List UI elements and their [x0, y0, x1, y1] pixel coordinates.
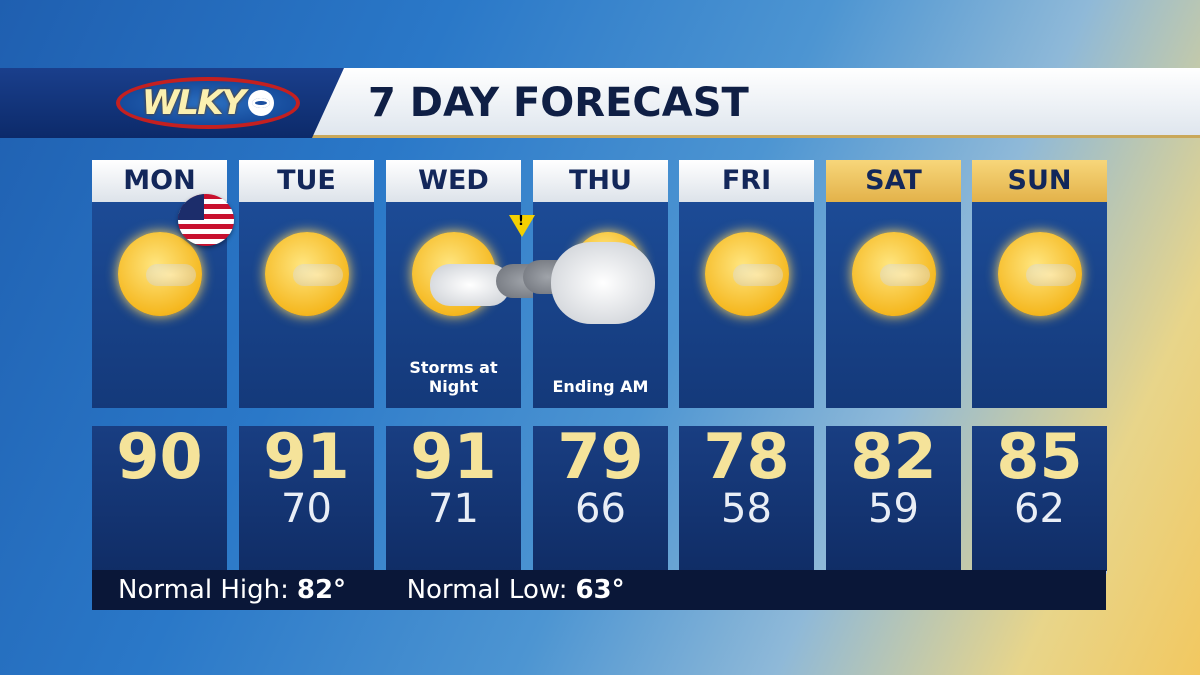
normal-low-label: Normal Low: [406, 575, 568, 605]
high-temp: 91 [410, 420, 497, 493]
day-label: SAT [826, 160, 961, 202]
page-title: 7 DAY FORECAST [368, 80, 749, 126]
high-temp: 79 [557, 420, 644, 493]
sunny-icon [239, 202, 374, 408]
cbs-eye-icon [248, 90, 275, 116]
cloud-wisp [1026, 264, 1076, 286]
cloud-wisp [146, 264, 196, 286]
cloud-icon [551, 242, 655, 324]
temp-panel: 90 [92, 426, 227, 574]
sun-icon [852, 232, 936, 316]
sun-icon [998, 232, 1082, 316]
cloudy-icon: Ending AM [523, 202, 668, 408]
low-temp: 62 [1014, 486, 1065, 532]
normals-bar: Normal High: 82° Normal Low: 63° [92, 570, 1106, 610]
day-column-fri: FRI 78 58 [679, 160, 814, 574]
day-column-mon: MON 90 [92, 160, 227, 574]
sun-storm-icon: Storms at Night [386, 202, 556, 408]
sunny-icon [679, 202, 814, 408]
day-column-thu: THU Ending AM 79 66 [523, 160, 668, 574]
temp-panel: 78 58 [679, 426, 814, 574]
logo-text: WLKY [141, 83, 246, 123]
station-logo: WLKY [116, 77, 300, 129]
sunny-icon [972, 202, 1107, 408]
temp-panel: 91 70 [239, 426, 374, 574]
day-label: TUE [239, 160, 374, 202]
high-temp: 82 [850, 420, 937, 493]
sunny-icon [92, 202, 227, 408]
day-column-sat: SAT 82 59 [826, 160, 961, 574]
high-temp: 90 [116, 420, 203, 493]
normal-low-value: 63° [575, 575, 625, 605]
high-temp: 78 [703, 420, 790, 493]
sun-icon [705, 232, 789, 316]
warning-mark: ! [518, 214, 524, 229]
temp-panel: 85 62 [972, 426, 1107, 574]
low-temp: 58 [721, 486, 772, 532]
high-temp: 91 [263, 420, 350, 493]
forecast-note: Storms at Night [409, 358, 498, 396]
us-flag-icon [178, 194, 234, 246]
forecast-note: Ending AM [552, 377, 649, 396]
cloud-wisp [293, 264, 343, 286]
low-temp: 59 [868, 486, 919, 532]
low-temp: 66 [575, 486, 626, 532]
sunny-icon [826, 202, 961, 408]
temp-panel: 82 59 [826, 426, 961, 574]
day-label: WED [386, 160, 521, 202]
day-column-wed: WED Storms at Night 91 71 [386, 160, 556, 574]
day-label: SUN [972, 160, 1107, 202]
sun-icon [118, 232, 202, 316]
normal-high-value: 82° [296, 575, 347, 605]
day-label: THU [533, 160, 668, 202]
title-band [312, 68, 1200, 138]
cloud-wisp [733, 264, 783, 286]
normal-high-label: Normal High: [118, 575, 289, 605]
day-column-tue: TUE 91 70 [239, 160, 374, 574]
temp-panel: 79 66 [533, 426, 668, 574]
sun-icon [265, 232, 349, 316]
low-temp: 70 [281, 486, 332, 532]
warning-icon [509, 215, 535, 237]
temp-panel: 91 71 [386, 426, 521, 574]
cloud-wisp [880, 264, 930, 286]
high-temp: 85 [996, 420, 1083, 493]
day-column-sun: SUN 85 62 [972, 160, 1107, 574]
day-label: FRI [679, 160, 814, 202]
low-temp: 71 [428, 486, 479, 532]
